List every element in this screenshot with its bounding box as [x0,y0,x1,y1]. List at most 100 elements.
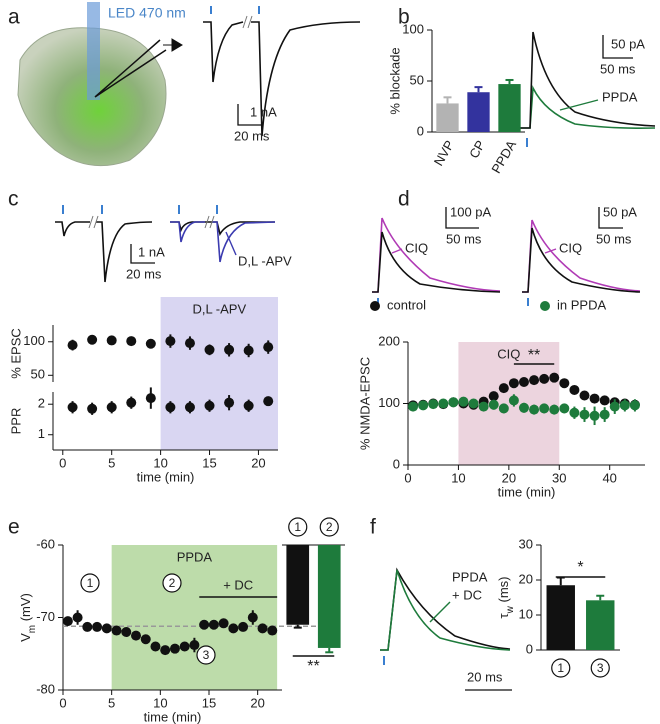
data-point [72,612,83,623]
data-point [238,621,249,632]
trace-label: + DC [452,587,482,602]
data-point [67,402,78,413]
data-point [448,397,459,408]
bar [286,545,310,625]
data-point [184,338,195,349]
data-point [199,619,210,630]
y-tick-label: -60 [36,536,55,551]
data-point [218,618,229,629]
data-point [408,401,419,412]
scale-bar [445,207,479,229]
bar [586,600,615,650]
panel-a: LED 470 nm 1 nA 20 ms [17,2,361,167]
data-point [629,400,640,411]
data-point [87,403,98,414]
axis-title: % NMDA-EPSC [357,357,372,450]
trace [500,31,656,129]
data-point [559,378,570,389]
y-tick-label: 1 [38,426,45,441]
scale-bar [602,35,633,59]
bar [498,84,521,132]
data-point [619,400,630,411]
shaded-period [160,297,278,450]
bar [467,92,490,132]
marker-circle [80,573,100,593]
axis-title: time (min) [137,469,195,484]
trace [380,567,511,651]
data-point [569,407,580,418]
x-tick-label: 10 [153,455,167,470]
marker-label: 2 [169,576,176,590]
data-point [87,334,98,345]
data-point [589,410,600,421]
data-point [599,395,610,406]
scale-label: 50 pA [603,204,637,219]
category-label: NVP [431,138,457,169]
scale-bar [130,244,155,264]
trace [170,221,276,263]
data-point [247,612,258,623]
data-point [224,344,235,355]
bar [436,103,459,132]
axis-title: PPR [8,408,23,435]
axis-title: time (min) [498,484,556,499]
led-label: LED 470 nm [108,5,186,21]
axis-title-part: m [27,625,38,633]
x-tick-label: 15 [202,695,216,710]
category-circle [288,517,308,537]
shade-label: CIQ [497,346,520,361]
panel-letter: f [370,516,376,539]
category-circle [590,658,610,678]
trace [372,217,501,293]
category-label: 2 [326,520,333,534]
data-point [106,335,117,346]
y-tick-label: 0 [417,123,424,138]
data-point [106,402,117,413]
panel-letter: d [398,188,410,211]
panel-c-traces: 1 nA 20 ms D,L -APV [55,205,292,283]
data-point [478,401,489,412]
y-tick-label: 100 [378,395,400,410]
scale-label: 50 ms [600,61,636,76]
x-tick-label: 20 [502,470,516,485]
data-point [267,625,278,636]
data-point [559,403,570,414]
trace [372,231,501,293]
data-point [569,384,580,395]
legend-marker [370,301,380,311]
data-point [140,634,151,645]
data-point [438,398,449,409]
data-point [224,397,235,408]
trace-label: PPDA [602,89,638,104]
scale-label: 50 pA [611,36,645,51]
legend-label: in PPDA [557,297,606,312]
y-tick-label: 100 [23,333,45,348]
trace [500,85,656,129]
axis-title: Vm (mV) [18,593,38,642]
data-point [165,402,176,413]
pipette-arrow [163,38,183,52]
category-label: PPDA [488,137,519,175]
y-tick-label: 20 [519,571,533,586]
axis-title: % EPSC [8,328,23,379]
led-beam [87,2,100,100]
axis-title-part: w [505,605,516,614]
panel-letter: b [398,6,410,29]
pointer [429,601,451,623]
data-point [208,619,219,630]
data-point [243,345,254,356]
scale-bar [237,104,262,126]
pipette [94,39,167,98]
data-point [488,391,499,402]
y-tick-label: 0 [526,641,533,656]
y-tick-label: 2 [38,396,45,411]
shade-label: D,L -APV [192,301,246,316]
trace [55,221,153,283]
data-point [165,336,176,347]
data-point [549,372,560,383]
data-point [228,623,239,634]
shade-label: PPDA [177,549,213,564]
marker-circle [196,645,216,665]
marker-label: 1 [87,576,94,590]
